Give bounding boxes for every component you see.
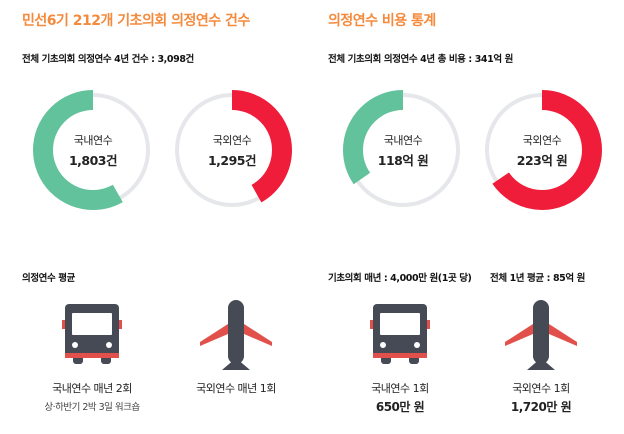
bus-icon [62, 304, 122, 370]
caption-line1: 국외연수 1회 [512, 382, 570, 395]
cost-avg-label-left: 기초의회 매년 : 4,000만 원(1곳 당) [328, 273, 472, 284]
donut-overseas-count: 국외연수 1,295건 [167, 85, 297, 215]
overseas-cost-caption: 국외연수 1회 1,720만 원 [471, 380, 611, 415]
domestic-cost-caption: 국내연수 1회 650만 원 [330, 380, 470, 415]
caption-line1: 국내연수 매년 2회 [52, 382, 132, 395]
caption-line1: 국외연수 매년 1회 [196, 382, 276, 395]
donut-label: 국외연수 [522, 133, 562, 147]
caption-line1: 국내연수 1회 [371, 382, 429, 395]
count-section-title: 민선6기 212개 기초의회 의정연수 건수 [22, 13, 250, 29]
donut-value: 1,295건 [207, 152, 257, 168]
donut-overseas-cost: 국외연수 223억 원 [477, 85, 607, 215]
cost-section-subtitle: 전체 기초의회 의정연수 4년 총 비용 : 341억 원 [328, 54, 513, 65]
domestic-average-caption: 국내연수 매년 2회 상·하반기 2박 3일 워크숍 [22, 380, 162, 413]
caption-value: 1,720만 원 [510, 400, 572, 414]
donut-value: 1,803건 [68, 152, 118, 168]
donut-label: 국내연수 [73, 133, 113, 147]
donut-label: 국내연수 [383, 133, 423, 147]
caption-value: 650만 원 [375, 400, 425, 414]
donut-value: 118억 원 [377, 152, 429, 168]
donut-value: 223억 원 [516, 152, 568, 168]
caption-line2: 상·하반기 2박 3일 워크숍 [44, 402, 140, 413]
donut-domestic-count: 국내연수 1,803건 [28, 85, 158, 215]
airplane-icon [198, 300, 274, 376]
average-section-title: 의정연수 평균 [22, 273, 75, 284]
bus-icon [370, 304, 430, 370]
cost-section-title: 의정연수 비용 통계 [328, 13, 436, 29]
airplane-icon [503, 300, 579, 376]
cost-avg-label-right: 전체 1년 평균 : 85억 원 [490, 273, 585, 284]
donut-label: 국외연수 [212, 133, 252, 147]
donut-domestic-cost: 국내연수 118억 원 [338, 85, 468, 215]
overseas-average-caption: 국외연수 매년 1회 [166, 380, 306, 396]
count-section-subtitle: 전체 기초의회 의정연수 4년 건수 : 3,098건 [22, 54, 194, 65]
